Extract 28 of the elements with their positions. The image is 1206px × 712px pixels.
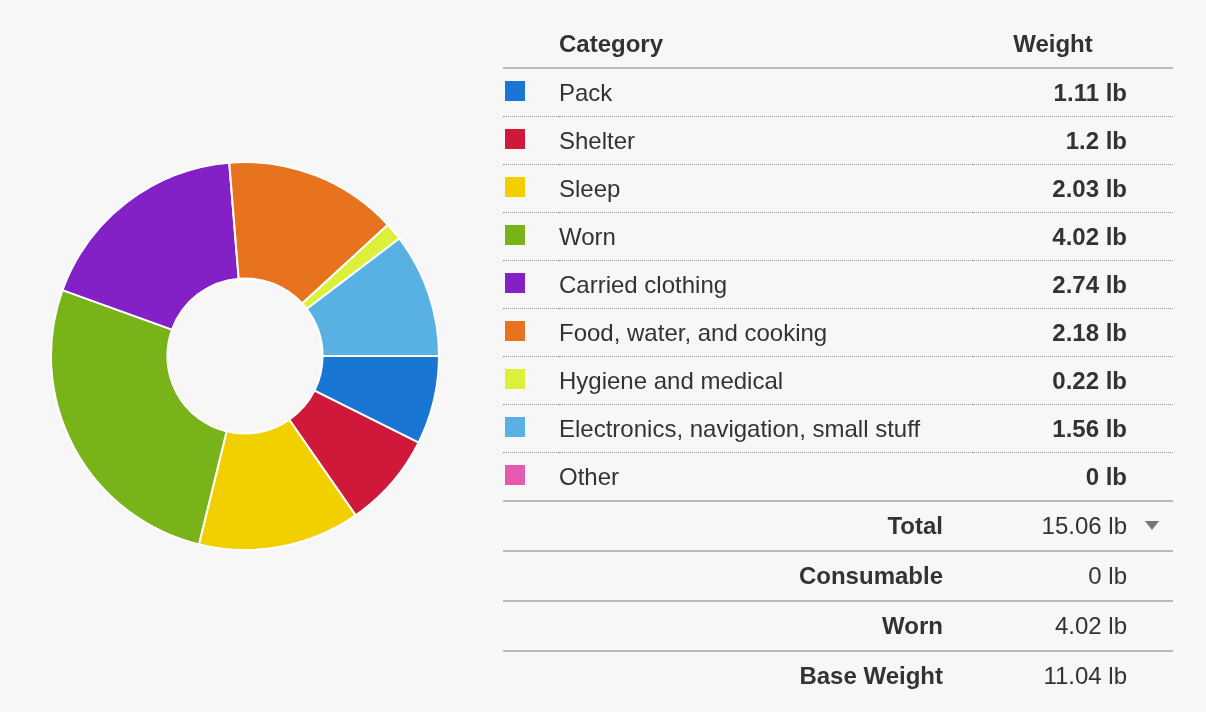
data-label: 2.18 lb bbox=[973, 308, 1173, 357]
legend-label: Electronics, navigation, small stuff bbox=[559, 404, 973, 453]
legend-label: Hygiene and medical bbox=[559, 356, 973, 405]
data-label: 1.11 lb bbox=[973, 68, 1173, 117]
text: Category bbox=[559, 20, 973, 68]
text: Total bbox=[503, 501, 973, 551]
legend-label: Carried clothing bbox=[559, 260, 973, 309]
text: 15.06 lb bbox=[973, 501, 1173, 551]
text: 0 lb bbox=[1085, 462, 1127, 490]
data-label: 1.56 lb bbox=[973, 404, 1173, 453]
legend-label: Sleep bbox=[559, 164, 973, 213]
text: Consumable bbox=[503, 551, 973, 601]
data-label: 4.02 lb bbox=[973, 212, 1173, 261]
text: Base Weight bbox=[503, 651, 973, 700]
data-label: 0.22 lb bbox=[973, 356, 1173, 405]
text: Worn bbox=[503, 601, 973, 651]
legend-label: Food, water, and cooking bbox=[559, 308, 973, 357]
legend-label: Pack bbox=[559, 68, 973, 117]
legend-label: Worn bbox=[559, 212, 973, 261]
legend-label: Other bbox=[559, 452, 973, 501]
data-label: 2.03 lb bbox=[973, 164, 1173, 213]
data-label: 1.2 lb bbox=[973, 116, 1173, 165]
text: 4.02 lb bbox=[973, 601, 1173, 651]
text: Weight bbox=[973, 20, 1173, 68]
data-label: 2.74 lb bbox=[973, 260, 1173, 309]
text: 11.04 lb bbox=[973, 651, 1173, 700]
text: 0 lb bbox=[973, 551, 1173, 601]
legend-label: Shelter bbox=[559, 116, 973, 165]
